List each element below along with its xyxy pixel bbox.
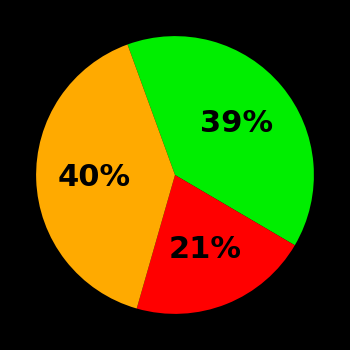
- Wedge shape: [36, 44, 175, 308]
- Text: 21%: 21%: [168, 235, 242, 264]
- Wedge shape: [127, 36, 314, 245]
- Wedge shape: [137, 175, 295, 314]
- Text: 40%: 40%: [58, 163, 131, 192]
- Text: 39%: 39%: [200, 109, 273, 138]
